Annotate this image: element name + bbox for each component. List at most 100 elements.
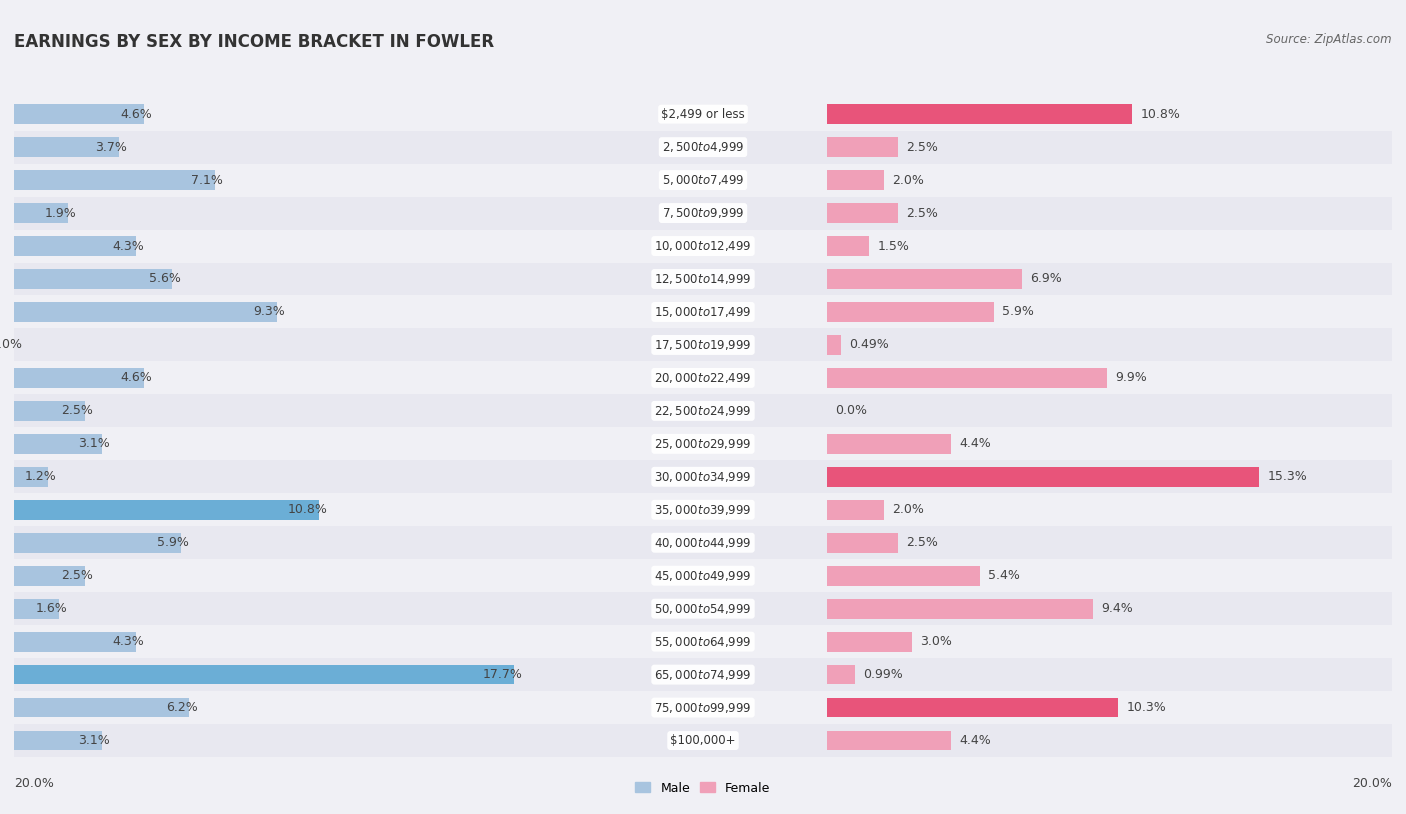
Bar	[827, 658, 1392, 691]
Bar	[579, 493, 827, 526]
Bar	[14, 104, 143, 124]
Text: 0.49%: 0.49%	[849, 339, 889, 352]
Text: 5.9%: 5.9%	[1002, 305, 1033, 318]
Bar	[827, 698, 1118, 717]
Text: 2.5%: 2.5%	[62, 405, 93, 418]
Bar	[827, 98, 1392, 130]
Text: 7.1%: 7.1%	[191, 173, 224, 186]
Text: $2,500 to $4,999: $2,500 to $4,999	[662, 140, 744, 154]
Text: 2.0%: 2.0%	[891, 173, 924, 186]
Text: 10.3%: 10.3%	[1126, 701, 1166, 714]
Bar	[14, 170, 215, 190]
Bar	[827, 269, 1022, 289]
Bar	[827, 527, 1392, 559]
Bar	[14, 527, 579, 559]
Bar	[14, 566, 84, 585]
Bar	[579, 262, 827, 295]
Text: 0.99%: 0.99%	[863, 668, 903, 681]
Bar	[579, 461, 827, 493]
Bar	[579, 230, 827, 262]
Bar	[14, 395, 579, 427]
Bar	[827, 566, 980, 585]
Text: 4.4%: 4.4%	[960, 437, 991, 450]
Bar	[827, 434, 952, 453]
Bar	[579, 691, 827, 724]
Bar	[827, 461, 1392, 493]
Bar	[579, 295, 827, 328]
Bar	[14, 427, 579, 461]
Text: 2.5%: 2.5%	[905, 141, 938, 154]
Text: $35,000 to $39,999: $35,000 to $39,999	[654, 503, 752, 517]
Bar	[827, 204, 897, 223]
Text: 6.2%: 6.2%	[166, 701, 198, 714]
Bar	[14, 230, 579, 262]
Bar	[14, 632, 135, 651]
Text: 5.4%: 5.4%	[988, 569, 1019, 582]
Bar	[579, 559, 827, 593]
Bar	[827, 593, 1392, 625]
Bar	[827, 262, 1392, 295]
Bar	[14, 368, 143, 387]
Text: 10.8%: 10.8%	[1140, 107, 1181, 120]
Bar	[579, 361, 827, 395]
Text: $45,000 to $49,999: $45,000 to $49,999	[654, 569, 752, 583]
Bar	[14, 724, 579, 757]
Bar	[579, 196, 827, 230]
Bar	[827, 164, 1392, 196]
Bar	[827, 196, 1392, 230]
Bar	[14, 295, 579, 328]
Bar	[14, 302, 277, 322]
Text: 4.6%: 4.6%	[121, 107, 152, 120]
Bar	[827, 533, 897, 553]
Bar	[14, 658, 579, 691]
Bar	[14, 467, 48, 487]
Text: $7,500 to $9,999: $7,500 to $9,999	[662, 206, 744, 220]
Bar	[14, 731, 101, 751]
Text: $75,000 to $99,999: $75,000 to $99,999	[654, 701, 752, 715]
Bar	[14, 593, 579, 625]
Text: $55,000 to $64,999: $55,000 to $64,999	[654, 635, 752, 649]
Text: 2.5%: 2.5%	[905, 207, 938, 220]
Bar	[14, 98, 579, 130]
Text: 5.9%: 5.9%	[157, 536, 190, 549]
Bar	[14, 236, 135, 256]
Text: 2.5%: 2.5%	[905, 536, 938, 549]
Bar	[827, 724, 1392, 757]
Text: 2.0%: 2.0%	[891, 503, 924, 516]
Bar	[14, 196, 579, 230]
Bar	[827, 500, 883, 519]
Text: 6.9%: 6.9%	[1031, 273, 1062, 286]
Bar	[579, 130, 827, 164]
Bar	[827, 427, 1392, 461]
Text: 20.0%: 20.0%	[14, 777, 53, 790]
Bar	[579, 164, 827, 196]
Bar	[14, 599, 59, 619]
Text: 15.3%: 15.3%	[1268, 470, 1308, 484]
Text: $15,000 to $17,499: $15,000 to $17,499	[654, 305, 752, 319]
Text: 9.9%: 9.9%	[1115, 371, 1147, 384]
Text: 4.3%: 4.3%	[112, 635, 143, 648]
Bar	[827, 295, 1392, 328]
Bar	[14, 262, 579, 295]
Text: $10,000 to $12,499: $10,000 to $12,499	[654, 239, 752, 253]
Text: 3.0%: 3.0%	[920, 635, 952, 648]
Text: 4.4%: 4.4%	[960, 734, 991, 747]
Text: 3.7%: 3.7%	[96, 141, 127, 154]
Bar	[827, 170, 883, 190]
Text: $2,499 or less: $2,499 or less	[661, 107, 745, 120]
Bar	[579, 724, 827, 757]
Text: $22,500 to $24,999: $22,500 to $24,999	[654, 404, 752, 418]
Bar	[14, 533, 181, 553]
Bar	[14, 434, 101, 453]
Bar	[14, 665, 515, 685]
Text: Source: ZipAtlas.com: Source: ZipAtlas.com	[1267, 33, 1392, 46]
Text: 1.6%: 1.6%	[37, 602, 67, 615]
Bar	[579, 527, 827, 559]
Bar	[827, 632, 911, 651]
Bar	[827, 395, 1392, 427]
Bar	[14, 401, 84, 421]
Text: 9.3%: 9.3%	[253, 305, 285, 318]
Bar	[14, 691, 579, 724]
Text: $40,000 to $44,999: $40,000 to $44,999	[654, 536, 752, 549]
Text: $30,000 to $34,999: $30,000 to $34,999	[654, 470, 752, 484]
